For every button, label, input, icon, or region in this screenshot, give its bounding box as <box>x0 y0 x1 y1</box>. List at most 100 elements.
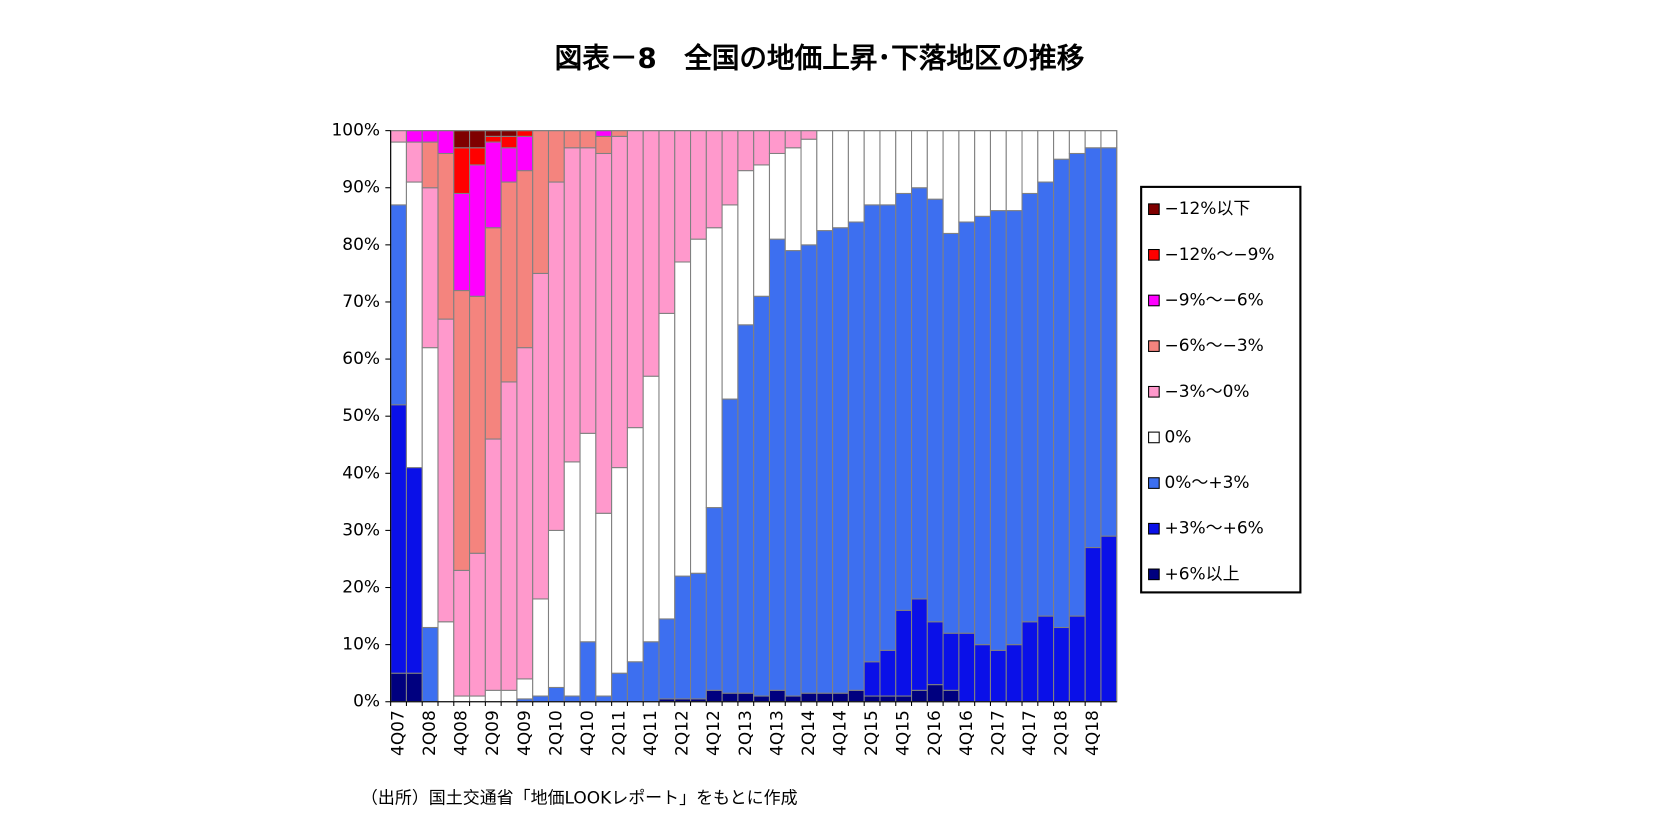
bar-segment <box>390 672 407 703</box>
legend-label: −3%〜0% <box>1165 382 1250 402</box>
bar-segment <box>784 695 802 703</box>
bar-segment <box>926 198 944 623</box>
y-tick-label: 50% <box>342 406 380 426</box>
bar-segment <box>879 130 897 206</box>
bar-segment <box>437 130 455 155</box>
legend-label: 0%〜+3% <box>1165 473 1250 493</box>
bar-segment <box>469 295 486 554</box>
bar-segment <box>895 130 913 194</box>
legend-swatch <box>1148 294 1160 307</box>
bar-segment <box>453 147 471 194</box>
bar-segment <box>753 130 771 166</box>
bar-segment <box>674 130 692 263</box>
bar-segment <box>453 130 471 149</box>
x-tick-label: 4Q16 <box>957 710 977 756</box>
bar-segment <box>879 649 897 697</box>
bar-segment <box>926 621 944 686</box>
bar-segment <box>658 618 676 700</box>
bar-segment <box>390 141 407 206</box>
bar-segment <box>484 130 502 137</box>
bar-segment <box>690 238 707 574</box>
bar-segment <box>674 261 692 577</box>
bar-segment <box>737 324 755 694</box>
bar-segment <box>500 135 518 149</box>
bar-segment <box>390 204 407 406</box>
bar-segment <box>1005 644 1023 703</box>
bar-segment <box>737 130 755 172</box>
bar-segment <box>816 692 834 703</box>
bar-segment <box>421 130 439 143</box>
bar-segment <box>516 347 534 680</box>
bar-segment <box>437 152 455 320</box>
bar-segment <box>863 661 881 697</box>
bar-segment <box>737 170 755 326</box>
bar-segment <box>453 192 471 292</box>
bar-segment <box>1068 152 1086 617</box>
legend-label: −6%〜−3% <box>1165 336 1264 356</box>
bar-segment <box>421 626 439 703</box>
bar-segment <box>405 467 423 674</box>
bar-segment <box>484 135 502 143</box>
bar-segment <box>484 689 502 703</box>
bar-segment <box>626 427 644 663</box>
bar-segment <box>926 130 944 200</box>
bar-segment <box>595 512 613 697</box>
x-tick-label: 2Q13 <box>736 710 756 756</box>
bar-segment <box>405 130 423 143</box>
bar-segment <box>642 130 660 377</box>
x-tick-label: 4Q08 <box>452 710 472 756</box>
legend-label: 0% <box>1165 427 1192 447</box>
bar-segment <box>847 689 865 703</box>
bar-segment <box>469 695 486 703</box>
bar-segment <box>705 689 723 703</box>
bar-segment <box>974 215 991 646</box>
bar-segment <box>974 644 991 703</box>
x-tick-label: 2Q11 <box>610 710 630 756</box>
bar-segment <box>1053 130 1070 160</box>
bar-segment <box>847 221 865 691</box>
x-tick-label: 4Q12 <box>704 710 724 756</box>
bar-segment <box>737 692 755 703</box>
x-tick-label: 4Q14 <box>831 710 851 756</box>
bar-segment <box>611 135 628 469</box>
bar-segment <box>500 381 518 691</box>
bar-segment <box>768 152 786 240</box>
y-tick-label: 40% <box>342 463 380 483</box>
bar-segment <box>784 130 802 149</box>
bar-segment <box>1021 130 1039 194</box>
bar-segment <box>911 187 928 600</box>
bar-segment <box>879 204 897 651</box>
bar-segment <box>784 250 802 697</box>
bar-segment <box>942 130 960 234</box>
bar-segment <box>642 375 660 643</box>
bar-segment <box>1100 147 1118 537</box>
x-tick-label: 4Q10 <box>578 710 598 756</box>
bar-segment <box>974 130 991 217</box>
bar-segment <box>611 130 628 137</box>
bar-segment <box>1084 547 1102 703</box>
bar-segment <box>563 695 581 703</box>
bar-segment <box>484 438 502 691</box>
bar-segment <box>421 187 439 349</box>
bar-segment <box>753 695 771 703</box>
y-tick-label: 70% <box>342 292 380 312</box>
bar-segment <box>1084 130 1102 149</box>
x-tick-label: 4Q07 <box>389 710 409 756</box>
y-tick-label: 20% <box>342 578 380 598</box>
legend-label: +6%以上 <box>1165 564 1240 584</box>
bar-segment <box>863 130 881 206</box>
bar-segment <box>1100 535 1118 703</box>
bar-segment <box>405 672 423 703</box>
bar-segment <box>579 641 597 703</box>
bar-segment <box>437 621 455 703</box>
bar-segment <box>563 130 581 149</box>
bar-segment <box>532 695 550 703</box>
bar-segment <box>753 164 771 297</box>
bar-segment <box>453 695 471 703</box>
bar-segment <box>579 432 597 643</box>
bar-segment <box>595 135 613 155</box>
bar-segment <box>611 672 628 703</box>
bar-segment <box>1068 615 1086 703</box>
bar-segment <box>911 689 928 703</box>
